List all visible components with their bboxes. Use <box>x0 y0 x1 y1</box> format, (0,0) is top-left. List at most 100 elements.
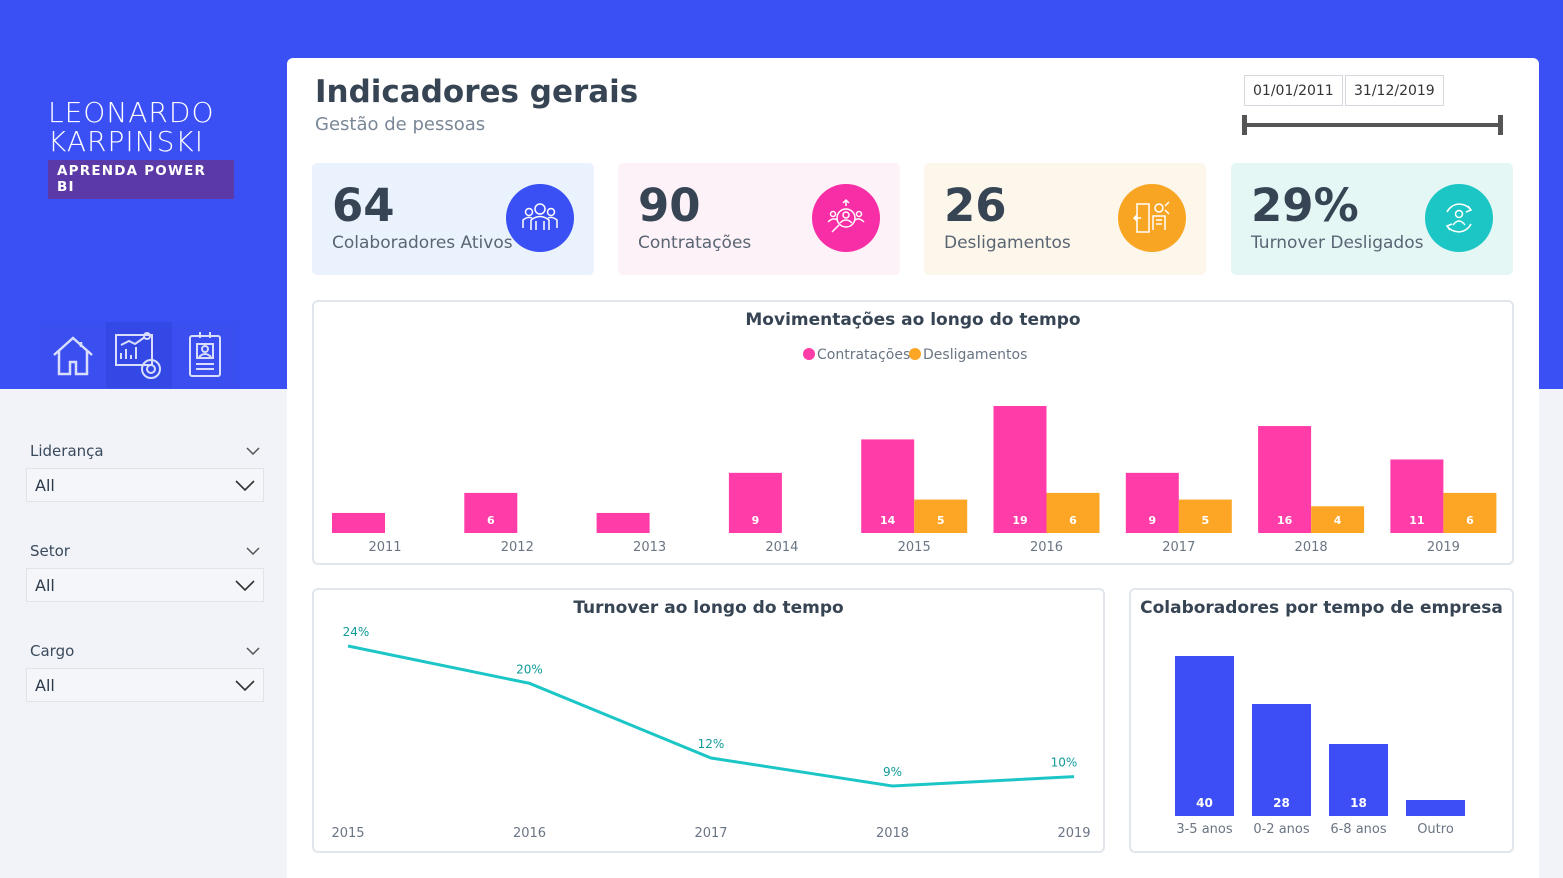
x-tick-label: Outro <box>1417 822 1454 837</box>
analytics-report-icon <box>115 332 161 379</box>
data-label: 9% <box>883 765 902 779</box>
chevron-down-icon <box>235 479 255 491</box>
page-navigation <box>40 322 238 388</box>
date-range-slider-track[interactable] <box>1245 123 1503 127</box>
kpi-value: 64 <box>332 179 395 232</box>
cargo-select[interactable]: All <box>26 668 264 702</box>
brand-line-2: KARPINSKI <box>48 125 204 158</box>
x-tick-label: 2015 <box>331 826 364 841</box>
x-tick-label: 2013 <box>633 540 666 555</box>
data-label: 6 <box>1069 514 1077 527</box>
data-label: 16 <box>1277 514 1293 527</box>
bar <box>1443 492 1497 533</box>
recruit-search-icon <box>827 198 865 233</box>
kpi-label: Turnover Desligados <box>1251 233 1424 253</box>
x-tick-label: 2017 <box>1162 540 1195 555</box>
page-subtitle: Gestão de pessoas <box>315 114 486 135</box>
bar <box>993 406 1047 533</box>
tempo-empresa-chart: Colaboradores por tempo de empresa 40 3-5… <box>1129 588 1514 853</box>
bar <box>1390 459 1444 533</box>
kpi-card-colaboradores: 64 Colaboradores Ativos <box>312 163 594 275</box>
date-slider-end-handle[interactable] <box>1498 115 1503 135</box>
bar <box>596 512 650 533</box>
filter-label: Liderança <box>30 442 104 460</box>
kpi-value: 26 <box>944 179 1007 232</box>
brand-line-1: LEONARDO <box>48 96 215 129</box>
filter-label: Setor <box>30 542 70 560</box>
x-tick-label: 2019 <box>1427 540 1460 555</box>
kpi-card-turnover: 29% Turnover Desligados <box>1231 163 1513 275</box>
data-label: 20% <box>516 662 543 676</box>
data-label: 4 <box>1334 514 1342 527</box>
bar <box>1258 426 1312 533</box>
home-icon <box>53 336 93 376</box>
data-label: 12% <box>698 737 725 751</box>
x-tick-label: 2015 <box>898 540 931 555</box>
nav-analytics-button[interactable] <box>106 322 172 388</box>
bar <box>861 439 915 533</box>
filter-lideranca: Liderança All <box>26 440 264 502</box>
chevron-down-icon[interactable] <box>246 447 260 455</box>
legend-label: Desligamentos <box>923 347 1027 363</box>
data-label: 14 <box>880 514 896 527</box>
kpi-label: Contratações <box>638 233 752 253</box>
team-icon <box>522 203 558 230</box>
bar <box>914 499 968 533</box>
legend-label: Contratações <box>817 347 910 363</box>
setor-select[interactable]: All <box>26 568 264 602</box>
x-tick-label: 3-5 anos <box>1176 822 1233 837</box>
bar <box>1311 506 1365 533</box>
lideranca-select[interactable]: All <box>26 468 264 502</box>
bar <box>332 512 385 533</box>
chevron-down-icon <box>235 579 255 591</box>
x-tick-label: 2018 <box>1295 540 1328 555</box>
select-value: All <box>35 475 55 495</box>
data-label: 5 <box>937 514 945 527</box>
nav-profile-button[interactable] <box>172 322 238 388</box>
legend-marker <box>803 348 815 360</box>
data-label: 9 <box>1148 514 1156 527</box>
chevron-down-icon <box>235 679 255 691</box>
legend-marker <box>909 348 921 360</box>
bar <box>1046 492 1100 533</box>
chevron-down-icon[interactable] <box>246 647 260 655</box>
brand-logo: LEONARDO KARPINSKI APRENDA POWER BI <box>48 98 238 199</box>
chart-title: Movimentações ao longo do tempo <box>745 310 1081 330</box>
chart-title: Colaboradores por tempo de empresa <box>1140 598 1503 618</box>
x-tick-label: 2016 <box>513 826 546 841</box>
filter-label: Cargo <box>30 642 75 660</box>
data-label: 5 <box>1201 514 1209 527</box>
x-tick-label: 2017 <box>694 826 727 841</box>
select-value: All <box>35 675 55 695</box>
turnover-plot: 24% 2015 20% 2016 12% 2017 9% 2018 10% 2019 <box>331 625 1090 841</box>
bar <box>1175 656 1234 816</box>
x-tick-label: 2018 <box>876 826 909 841</box>
x-tick-label: 2012 <box>501 540 534 555</box>
filter-setor: Setor All <box>26 540 264 602</box>
date-slider-start-handle[interactable] <box>1242 115 1247 135</box>
turnover-line <box>347 644 1075 788</box>
bar <box>728 472 782 533</box>
kpi-icon-circle <box>506 184 574 252</box>
select-value: All <box>35 575 55 595</box>
date-start-input[interactable]: 01/01/2011 <box>1244 75 1343 106</box>
turnover-cycle-icon <box>1445 203 1473 233</box>
bar <box>1329 744 1388 816</box>
filter-cargo: Cargo All <box>26 640 264 702</box>
kpi-icon-circle <box>1425 184 1493 252</box>
page-title: Indicadores gerais <box>315 74 639 110</box>
bar <box>1406 800 1465 816</box>
x-tick-label: 0-2 anos <box>1253 822 1310 837</box>
nav-home-button[interactable] <box>40 322 106 388</box>
date-end-input[interactable]: 31/12/2019 <box>1345 75 1444 106</box>
kpi-label: Desligamentos <box>944 233 1071 253</box>
id-badge-icon <box>189 332 221 377</box>
data-label: 40 <box>1196 796 1213 810</box>
kpi-label: Colaboradores Ativos <box>332 233 513 253</box>
data-label: 9 <box>752 514 760 527</box>
data-label: 10% <box>1051 756 1078 770</box>
brand-tagline: APRENDA POWER BI <box>48 160 234 199</box>
chevron-down-icon[interactable] <box>246 547 260 555</box>
data-label: 18 <box>1350 796 1367 810</box>
